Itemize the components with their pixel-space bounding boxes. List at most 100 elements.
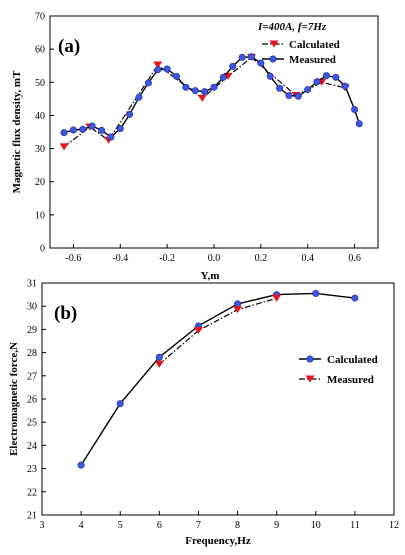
panel-b-label: (b) (54, 303, 77, 324)
panel-b-calculated-point (77, 461, 85, 469)
panel-b-y-axis-label: Electromagnetic force,N (8, 342, 20, 456)
panel-b-y-tick-label: 21 (27, 511, 37, 522)
panel-a-measured-point (98, 126, 106, 134)
panel-b-calculated-point (155, 353, 163, 361)
panel-b-calculated-point (234, 300, 242, 308)
panel-b-x-tick-label: 5 (118, 520, 123, 531)
panel-a-y-tick-label: 0 (40, 244, 45, 255)
panel-a-measured-point (154, 66, 162, 74)
panel-a-y-tick-label: 70 (35, 12, 45, 23)
panel-a-y-tick-label: 20 (35, 177, 45, 188)
panel-b-y-tick-label: 27 (27, 371, 37, 382)
panel-b-x-tick-label: 7 (196, 520, 201, 531)
panel-b-calculated-point (351, 294, 359, 302)
panel-b-y-tick-label: 24 (27, 441, 37, 452)
panel-a-calculated-point (197, 94, 207, 102)
panel-a-measured-point (266, 72, 274, 80)
panel-a-measured-point (107, 133, 115, 141)
panel-a-measured-point (294, 92, 302, 100)
panel-a-x-tick-label: 0.4 (301, 253, 314, 264)
panel-a-measured-line (63, 56, 360, 138)
panel-b-x-tick-label: 4 (79, 520, 84, 531)
panel-a-measured-point (355, 120, 363, 128)
panel-a-measured-point (191, 87, 199, 95)
panel-a-chart: -0.6 -0.4 -0.2 0.0 0.2 0.4 0.6010203040506070 … (11, 12, 379, 282)
panel-b-y-tick-label: 28 (27, 348, 37, 359)
legend-b-calculated-marker (306, 355, 314, 363)
panel-b-measured-point (233, 306, 243, 314)
panel-b-plot-frame (41, 282, 395, 516)
panel-a-measured-point (182, 83, 190, 91)
panel-a-measured-point (219, 73, 227, 81)
panel-a-x-tick-label: 0.0 (208, 253, 221, 264)
panel-b-y-tick-label: 25 (27, 418, 37, 429)
panel-a-measured-point (135, 93, 143, 101)
panel-b-y-tick-label: 23 (27, 464, 37, 475)
panel-a-measured-point (229, 62, 237, 70)
panel-a-x-tick-label: -0.4 (112, 253, 128, 264)
panel-b-measured-line (158, 297, 277, 365)
panel-a-measured-point (341, 82, 349, 90)
panel-a-measured-point (276, 84, 284, 92)
panel-a-measured-point (69, 126, 77, 134)
panel-a-measured-point (60, 129, 68, 137)
panel-b-x-axis-label: Frequency,Hz (185, 535, 251, 547)
panel-a-measured-point (247, 53, 255, 61)
panel-b-calculated-point (312, 289, 320, 297)
panel-a-measured-point (126, 110, 134, 118)
panel-a-measured-point (173, 72, 181, 80)
panel-a-ticks: -0.6 -0.4 -0.2 0.0 0.2 0.4 0.6 0 10 20 30 40 50 60 70 (35, 12, 361, 265)
panel-a-x-tick-label: 0.6 (348, 253, 361, 264)
legend-b-calculated-label: Calculated (327, 354, 378, 366)
legend-b-measured-marker (305, 375, 315, 383)
panel-a-y-axis-label: Magnetic flux density, mT (11, 70, 23, 193)
panel-b-measured-point (154, 360, 164, 368)
panel-a-measured-point (285, 92, 293, 100)
panel-b-x-tick-label: 10 (311, 520, 321, 531)
panel-b-calculated-point (116, 400, 124, 408)
panel-a-x-tick-label: -0.2 (159, 253, 175, 264)
panel-a-legend: Calculated Measured (262, 39, 340, 66)
panel-b-y-tick-label: 31 (27, 279, 37, 290)
panel-a-calculated-point (59, 143, 69, 151)
panel-b-x-tick-label: 8 (235, 520, 240, 531)
panel-b-x-tick-label: 6 (157, 520, 162, 531)
panel-a-measured-point (144, 79, 152, 87)
panel-b-y-tick-label: 26 (27, 395, 37, 406)
panel-a-measured-point (257, 59, 265, 67)
panel-a-x-tick-label: 0.2 (255, 253, 268, 264)
panel-b-x-tick-label: 11 (350, 520, 360, 531)
panel-a-series (59, 53, 363, 151)
panel-a-measured-point (351, 105, 359, 113)
panel-a-measured-point (238, 53, 246, 61)
panel-b-x-tick-label: 3 (40, 520, 45, 531)
panel-a-label: (a) (58, 36, 80, 57)
panel-a-measured-point (163, 65, 171, 73)
panel-a-measured-point (332, 73, 340, 81)
panel-b-x-tick-label: 9 (274, 520, 279, 531)
legend-a-calculated-marker (269, 40, 279, 48)
legend-a-measured-label: Measured (289, 54, 336, 66)
panel-b-y-tick-label: 29 (27, 325, 37, 336)
panel-a-measured-point (322, 72, 330, 80)
panel-a-x-tick-label: -0.6 (66, 253, 82, 264)
panel-a-measured-point (116, 125, 124, 133)
panel-b-x-tick-label: 12 (389, 520, 399, 531)
panel-a-y-tick-label: 60 (35, 45, 45, 56)
legend-a-measured-marker (269, 55, 277, 63)
legend-b-measured-label: Measured (327, 374, 374, 386)
panel-b-ticks: 3 4 5 6 7 8 9 10 11 12 21 22 23 24 25 26 27 28 29 30 31 (27, 279, 399, 532)
panel-a-measured-point (313, 78, 321, 86)
panel-a-measured-point (88, 122, 96, 130)
panel-b-measured-point (272, 294, 282, 302)
panel-a-y-tick-label: 30 (35, 144, 45, 155)
panel-a-x-axis-label: Y,m (201, 270, 220, 282)
panel-a-y-tick-label: 50 (35, 78, 45, 89)
panel-a-measured-point (210, 83, 218, 91)
panel-a-measured-point (79, 125, 87, 133)
panel-a-y-tick-label: 40 (35, 111, 45, 122)
panel-a-measured-point (304, 86, 312, 94)
panel-b-y-tick-label: 30 (27, 302, 37, 313)
